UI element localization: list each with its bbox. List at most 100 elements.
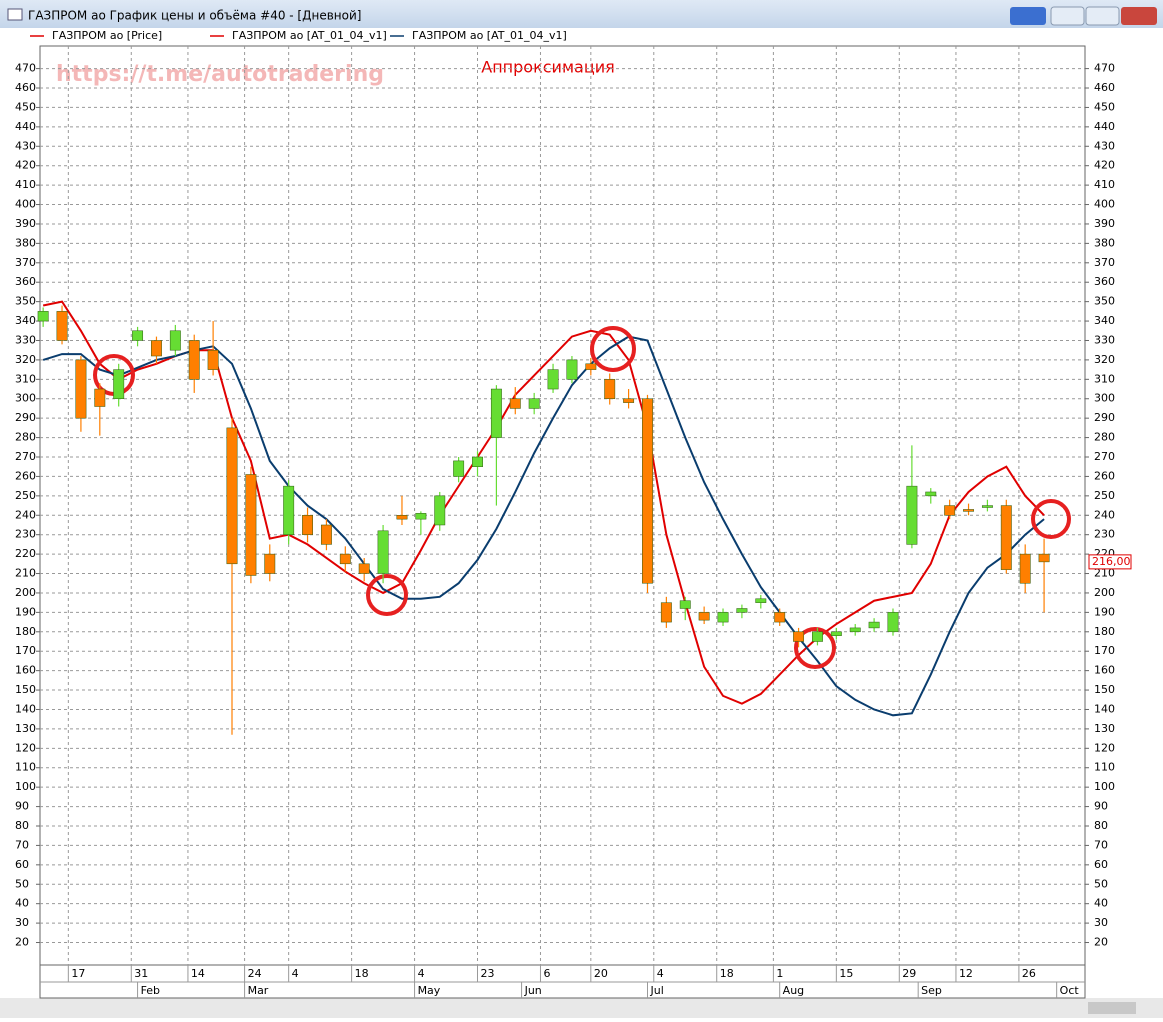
- y-tick-label: 380: [15, 236, 36, 249]
- candle-body: [906, 485, 918, 545]
- y-tick-label: 50: [1094, 877, 1108, 890]
- x-month-label: Jul: [649, 984, 663, 997]
- candle-body: [226, 427, 238, 565]
- last-price-label: 216,00: [1092, 555, 1131, 568]
- y-tick-label: 180: [15, 625, 36, 638]
- candle-body: [566, 359, 578, 380]
- y-tick-label: 450: [15, 100, 36, 113]
- maximize-button[interactable]: [1085, 6, 1120, 26]
- x-tick-label: 29: [902, 967, 916, 980]
- y-tick-label: 330: [1094, 333, 1115, 346]
- candle-body: [377, 530, 389, 574]
- y-tick-label: 120: [1094, 741, 1115, 754]
- y-tick-label: 140: [1094, 702, 1115, 715]
- y-tick-label: 290: [1094, 411, 1115, 424]
- candle-body: [396, 515, 408, 520]
- y-tick-label: 80: [15, 819, 29, 832]
- candle-body: [302, 515, 313, 535]
- x-month-label: Oct: [1060, 984, 1080, 997]
- y-tick-label: 240: [1094, 508, 1115, 521]
- legend-label: ГАЗПРОМ ао [AT_01_04_v1]: [412, 29, 567, 42]
- y-tick-label: 20: [15, 936, 29, 949]
- legend-label: ГАЗПРОМ ао [Price]: [52, 29, 162, 42]
- candle-body: [755, 598, 767, 603]
- y-tick-label: 380: [1094, 236, 1115, 249]
- candle-body: [849, 627, 861, 633]
- y-tick-label: 250: [1094, 489, 1115, 502]
- x-tick-label: 24: [248, 967, 262, 980]
- x-tick-label: 15: [839, 967, 853, 980]
- minimize-button[interactable]: [1050, 6, 1085, 26]
- y-tick-label: 270: [15, 450, 36, 463]
- y-tick-label: 90: [15, 800, 29, 813]
- y-tick-label: 370: [1094, 256, 1115, 269]
- y-tick-label: 30: [15, 916, 29, 929]
- candle-body: [642, 398, 653, 584]
- x-tick-label: 17: [71, 967, 85, 980]
- y-tick-label: 260: [15, 469, 36, 482]
- y-tick-label: 180: [1094, 625, 1115, 638]
- y-tick-label: 60: [15, 858, 29, 871]
- y-tick-label: 440: [1094, 120, 1115, 133]
- y-tick-label: 130: [15, 722, 36, 735]
- close-button[interactable]: [1121, 7, 1157, 25]
- candle-body: [358, 563, 370, 574]
- candle-body: [868, 621, 880, 629]
- y-tick-label: 210: [1094, 567, 1115, 580]
- candle-body: [320, 524, 332, 545]
- y-tick-label: 430: [1094, 139, 1115, 152]
- candle-body: [207, 349, 219, 370]
- y-tick-label: 440: [15, 120, 36, 133]
- candle-body: [132, 330, 144, 341]
- y-tick-label: 40: [15, 897, 29, 910]
- plot-frame: [39, 45, 1086, 966]
- candle-body: [925, 491, 937, 497]
- last-price-box: [1088, 554, 1132, 570]
- y-tick-label: 300: [15, 392, 36, 405]
- scroll-thumb[interactable]: [1088, 1002, 1136, 1014]
- y-tick-label: 460: [15, 81, 36, 94]
- y-tick-label: 140: [15, 702, 36, 715]
- candle-body: [434, 495, 446, 526]
- x-tick-label: 12: [959, 967, 973, 980]
- candle-body: [188, 340, 200, 380]
- candle-body: [56, 311, 68, 341]
- y-tick-label: 110: [15, 761, 36, 774]
- highlight-circle: [366, 574, 408, 616]
- y-tick-label: 250: [15, 489, 36, 502]
- candle-body: [509, 398, 521, 409]
- candle-body: [453, 460, 465, 477]
- x-tick-label: 4: [418, 967, 425, 980]
- y-tick-label: 460: [1094, 81, 1115, 94]
- y-tick-label: 20: [1094, 936, 1108, 949]
- candle-body: [151, 340, 162, 357]
- candle-body: [37, 311, 49, 322]
- y-tick-label: 310: [15, 372, 36, 385]
- y-tick-label: 410: [1094, 178, 1115, 191]
- x-month-label: Aug: [783, 984, 804, 997]
- x-tick-label: 4: [292, 967, 299, 980]
- candle-body: [623, 398, 635, 403]
- x-tick-label: 31: [134, 967, 148, 980]
- scrollbar[interactable]: [0, 998, 1163, 1018]
- pin-button[interactable]: [1010, 7, 1046, 25]
- candle-body: [1038, 553, 1050, 563]
- candle-body: [736, 608, 748, 613]
- x-tick-label: 20: [594, 967, 608, 980]
- candle-body: [717, 612, 729, 623]
- y-tick-label: 310: [1094, 372, 1115, 385]
- candle-body: [585, 363, 597, 370]
- y-tick-label: 160: [1094, 664, 1115, 677]
- y-tick-label: 450: [1094, 100, 1115, 113]
- y-tick-label: 300: [1094, 392, 1115, 405]
- y-tick-label: 60: [1094, 858, 1108, 871]
- y-tick-label: 270: [1094, 450, 1115, 463]
- y-tick-label: 70: [15, 838, 29, 851]
- candle-body: [75, 359, 87, 419]
- x-month-label: Feb: [141, 984, 160, 997]
- candle-body: [245, 474, 257, 576]
- y-tick-label: 150: [15, 683, 36, 696]
- y-tick-label: 230: [1094, 528, 1115, 541]
